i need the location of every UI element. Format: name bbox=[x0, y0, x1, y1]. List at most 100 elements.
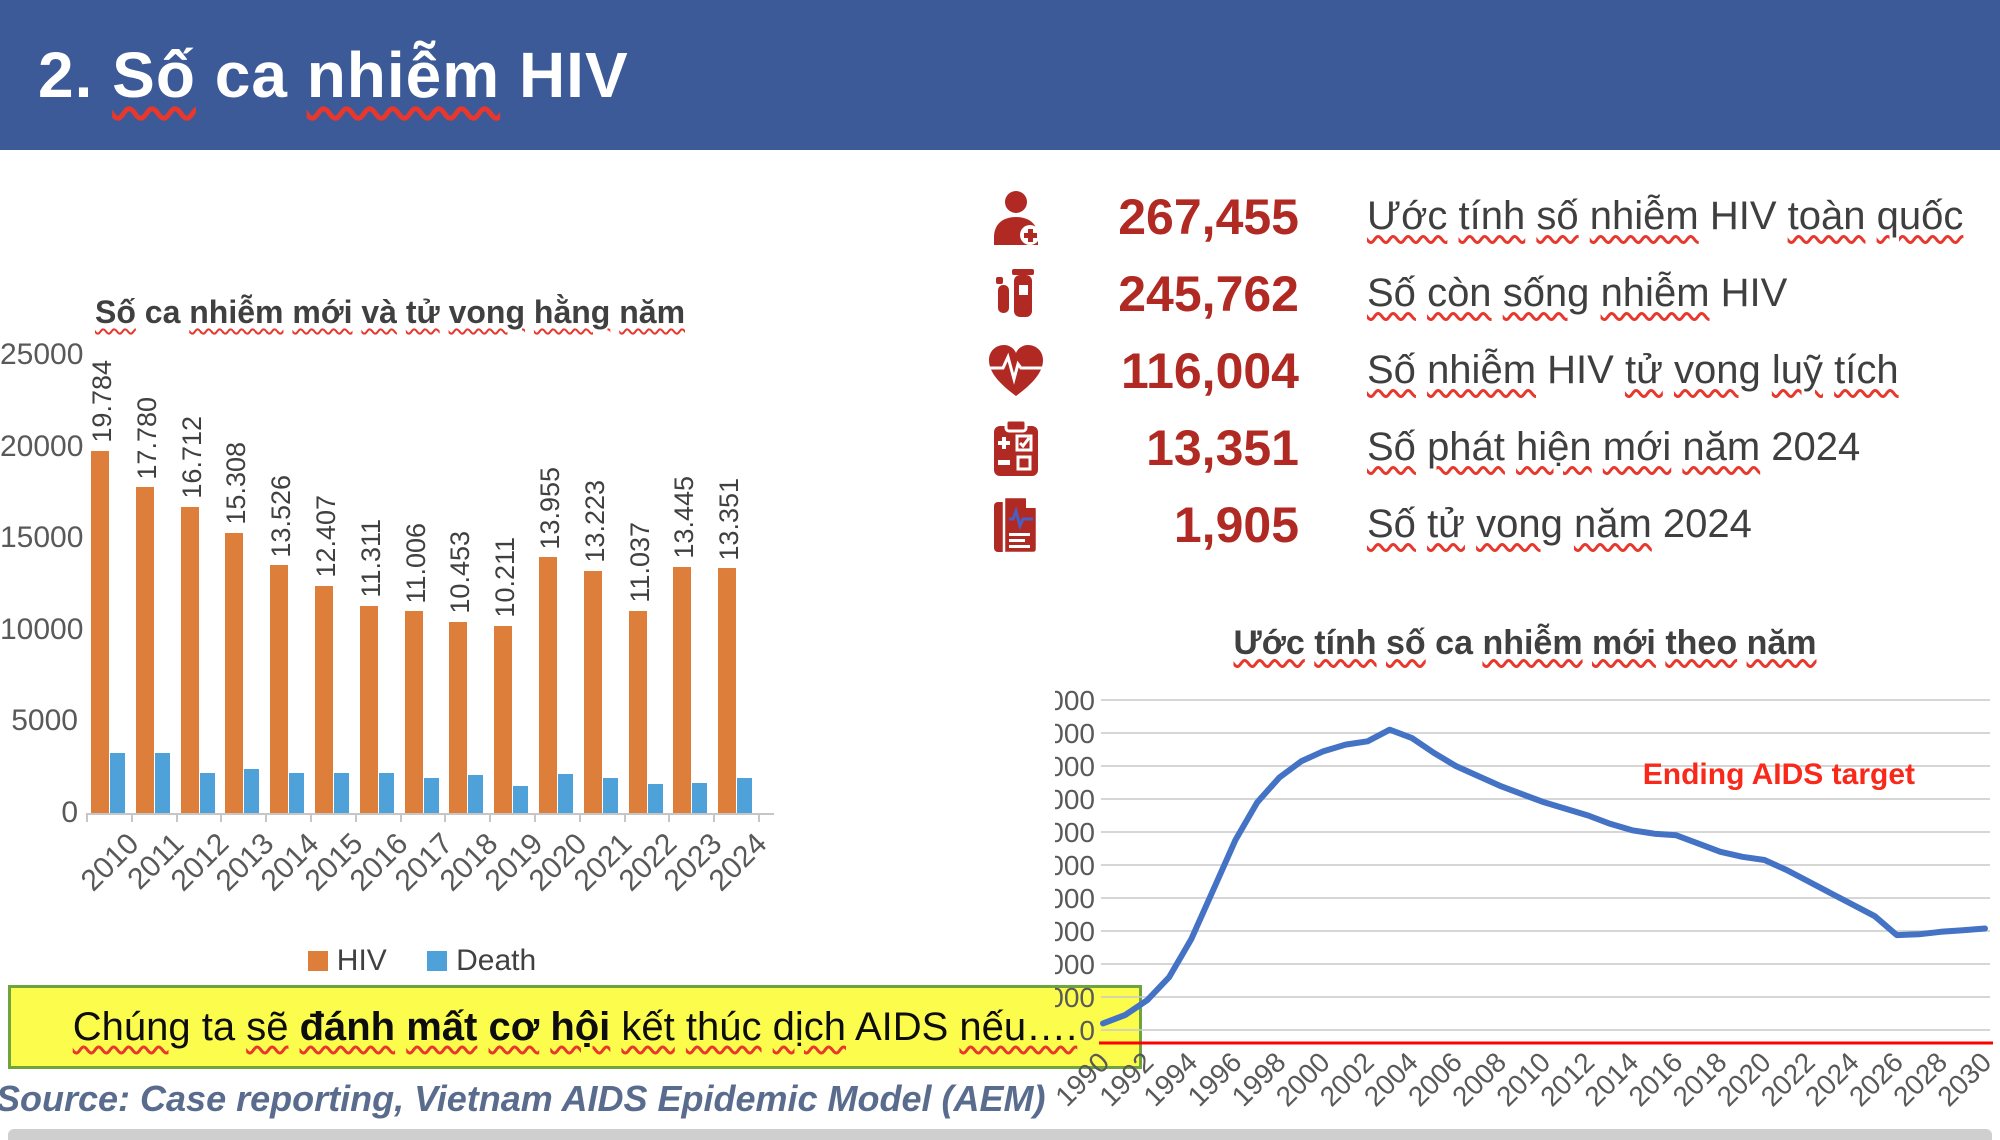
line-x-axis-label: 2030 bbox=[1931, 1046, 1997, 1112]
hiv-bar bbox=[673, 566, 692, 813]
bar-x-axis-line bbox=[86, 813, 774, 815]
line-y-axis-label: 8000 bbox=[1055, 883, 1095, 914]
death-bar bbox=[423, 778, 439, 813]
hiv-bar bbox=[359, 605, 378, 813]
heart-pulse-icon bbox=[985, 344, 1047, 398]
line-y-axis-label: 6000 bbox=[1055, 916, 1095, 947]
stat-row-deaths-2024: 1,905 Số tử vong năm 2024 bbox=[985, 486, 1995, 563]
medic-person-icon bbox=[985, 189, 1047, 245]
hiv-bar bbox=[494, 625, 513, 813]
hiv-bar bbox=[718, 568, 737, 813]
hiv-bar bbox=[628, 610, 647, 813]
bar-value-label: 10.453 bbox=[445, 530, 476, 614]
banner-text-bold: đánh mất cơ hội bbox=[299, 1004, 611, 1049]
hiv-bar bbox=[91, 450, 109, 813]
bar-x-axis-tick bbox=[86, 813, 88, 822]
test-tube-icon bbox=[985, 265, 1047, 323]
bar-value-label: 19.784 bbox=[87, 359, 117, 443]
death-bar bbox=[602, 778, 618, 813]
death-bar bbox=[199, 772, 215, 813]
bar-value-label: 13.955 bbox=[535, 466, 565, 550]
stat-value: 116,004 bbox=[1121, 342, 1299, 399]
bar-x-axis-tick bbox=[399, 813, 402, 822]
bar-x-axis-tick bbox=[578, 813, 581, 822]
estimated-new-cases-line bbox=[1100, 726, 1988, 1027]
bar-x-axis-tick bbox=[175, 813, 178, 822]
bar-y-axis-label: 5000 bbox=[11, 704, 78, 738]
line-y-axis-label: 18000 bbox=[1055, 718, 1095, 749]
legend-label-hiv: HIV bbox=[336, 944, 387, 977]
line-y-axis-label: 4000 bbox=[1055, 949, 1095, 980]
stat-label: Số tử vong năm 2024 bbox=[1367, 502, 1752, 546]
stat-row-new-cases-2024: 13,351 Số phát hiện mới năm 2024 bbox=[985, 409, 1995, 486]
stat-label: Số nhiễm HIV tử vong luỹ tích bbox=[1367, 348, 1899, 392]
bar-value-label: 11.311 bbox=[355, 519, 386, 598]
stat-row-cumulative-deaths: 116,004 Số nhiễm HIV tử vong luỹ tích bbox=[985, 332, 1995, 409]
line-chart-estimated-new-cases: Ước tính số ca nhiễm mới theo năm 020004… bbox=[1055, 618, 2000, 1140]
stat-value: 1,905 bbox=[1173, 496, 1299, 553]
line-chart-plot: 0200040006000800010000120001400016000180… bbox=[1055, 685, 1997, 1112]
death-bar bbox=[692, 782, 708, 813]
page-title: 2. Số ca nhiễm HIV bbox=[38, 39, 629, 111]
death-bar bbox=[110, 752, 125, 813]
death-bar bbox=[468, 775, 484, 813]
hiv-bar bbox=[404, 611, 423, 813]
line-y-axis-label: 20000 bbox=[1055, 685, 1095, 716]
warning-banner: Chúng ta sẽ đánh mất cơ hội kết thúc dịc… bbox=[8, 985, 1142, 1069]
stat-label: Ước tính số nhiễm HIV toàn quốc bbox=[1367, 194, 1964, 238]
source-note: Source: Case reporting, Vietnam AIDS Epi… bbox=[0, 1078, 1046, 1119]
bar-value-label: 11.037 bbox=[624, 522, 655, 603]
bar-y-axis-label: 15000 bbox=[0, 521, 84, 555]
slide-header: 2. Số ca nhiễm HIV bbox=[0, 0, 2000, 150]
hiv-bar bbox=[135, 487, 154, 813]
bar-value-label: 15.308 bbox=[221, 441, 252, 525]
hiv-bar bbox=[449, 621, 468, 813]
legend-item-hiv: HIV bbox=[307, 944, 387, 978]
bar-x-axis-tick bbox=[444, 813, 447, 822]
bar-x-axis-tick bbox=[220, 813, 223, 822]
stat-value: 245,762 bbox=[1118, 265, 1299, 322]
banner-text-prefix: Chúng ta sẽ bbox=[72, 1004, 289, 1049]
death-bar bbox=[737, 778, 753, 813]
death-bar bbox=[513, 786, 529, 813]
bar-x-axis-tick bbox=[534, 813, 536, 822]
bar-x-axis-tick bbox=[265, 813, 268, 822]
bar-value-label: 17.780 bbox=[131, 396, 162, 480]
bar-value-label: 13.445 bbox=[669, 476, 700, 559]
death-bar bbox=[289, 772, 305, 813]
bar-x-axis-tick bbox=[354, 813, 357, 822]
bar-y-axis-label: 0 bbox=[61, 796, 78, 829]
banner-text-suffix: kết thúc dịch AIDS nếu…. bbox=[621, 1004, 1078, 1049]
death-bar bbox=[647, 783, 663, 813]
bar-x-axis-tick bbox=[130, 813, 133, 822]
hiv-legend-swatch bbox=[307, 951, 328, 971]
hiv-bar bbox=[315, 585, 333, 813]
hiv-bar bbox=[180, 506, 199, 813]
bar-x-axis-tick bbox=[489, 813, 492, 822]
bar-value-label: 10.211 bbox=[490, 537, 521, 618]
hiv-bar bbox=[270, 565, 289, 813]
line-chart-title: Ước tính số ca nhiễm mới theo năm bbox=[1233, 624, 1817, 662]
legend-label-death: Death bbox=[456, 944, 537, 977]
legend-item-death: Death bbox=[427, 944, 536, 978]
medical-report-icon bbox=[985, 495, 1047, 554]
stat-value: 267,455 bbox=[1118, 188, 1299, 245]
hiv-bar bbox=[225, 532, 244, 813]
stat-row-total-estimated: 267,455 Ước tính số nhiễm HIV toàn quốc bbox=[985, 178, 1995, 255]
line-y-axis-label: 16000 bbox=[1055, 751, 1095, 782]
bar-y-axis-label: 25000 bbox=[0, 338, 84, 371]
death-bar bbox=[154, 753, 170, 813]
bar-value-label: 13.351 bbox=[714, 477, 745, 561]
stat-label: Số phát hiện mới năm 2024 bbox=[1367, 425, 1861, 469]
death-legend-swatch bbox=[427, 951, 448, 971]
line-y-axis-label: 0 bbox=[1079, 1015, 1095, 1046]
bar-x-axis-tick bbox=[713, 813, 716, 822]
hiv-bar bbox=[539, 557, 557, 813]
stats-panel: 267,455 Ước tính số nhiễm HIV toàn quốc … bbox=[985, 178, 1995, 563]
bar-y-axis-label: 20000 bbox=[0, 429, 84, 463]
death-bar bbox=[378, 772, 394, 813]
bar-value-label: 13.223 bbox=[579, 480, 610, 563]
bar-value-label: 12.407 bbox=[311, 495, 341, 578]
bar-value-label: 16.712 bbox=[176, 416, 207, 499]
